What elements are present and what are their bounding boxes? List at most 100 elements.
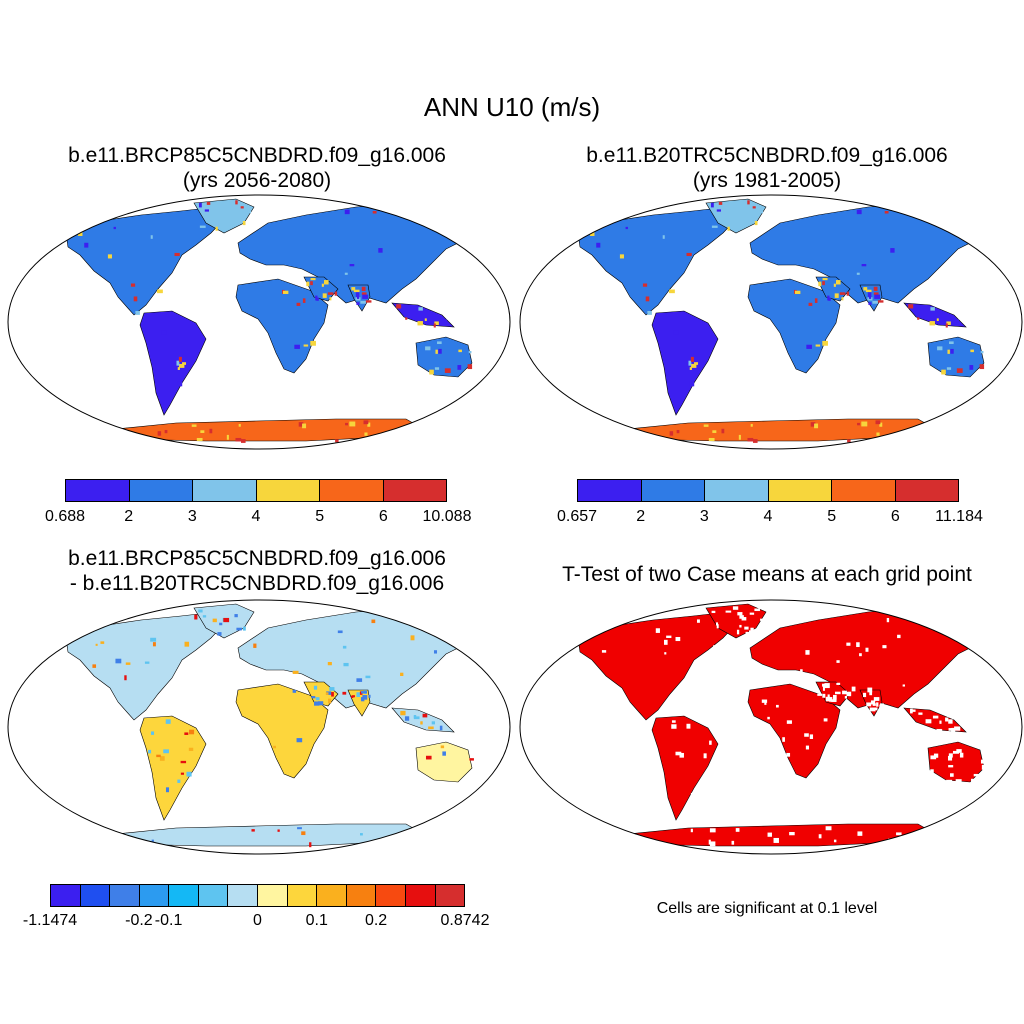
grid-cell — [866, 702, 872, 707]
grid-cell — [462, 230, 469, 235]
grid-cell — [431, 721, 435, 725]
colorbar-labels-bottom-left: -1.1474 -0.2 -0.1 0 0.1 0.2 0.8742 — [23, 912, 490, 932]
grid-cell — [345, 422, 348, 426]
grid-cell — [945, 221, 950, 226]
grid-cell — [361, 286, 366, 291]
grid-cell — [212, 618, 217, 623]
grid-cell — [442, 751, 446, 756]
grid-cell — [827, 694, 830, 698]
grid-cell — [647, 310, 652, 315]
grid-cell — [362, 695, 368, 700]
grid-cell — [844, 696, 848, 699]
grid-cell — [329, 297, 332, 301]
grid-cell — [396, 304, 402, 309]
grid-cell — [356, 678, 363, 682]
grid-cell — [847, 439, 851, 443]
grid-cell — [675, 751, 682, 756]
grid-cell — [323, 280, 329, 285]
grid-cell — [180, 760, 187, 764]
grid-cell — [150, 637, 157, 642]
grid-cell — [873, 697, 880, 701]
grid-cell — [846, 291, 850, 296]
grid-cell — [326, 691, 332, 695]
colorbar-swatch — [110, 885, 140, 906]
colorbar-swatch — [129, 480, 193, 501]
grid-cell — [251, 829, 255, 832]
grid-cell — [356, 692, 360, 698]
colorbar-tick-label: -0.1 — [154, 912, 183, 929]
colorbar-tick-label: 0.8742 — [440, 912, 490, 929]
grid-cell — [716, 209, 721, 212]
panel-title-bottom-left: b.e11.BRCP85C5CNBDRD.f09_g16.006 - b.e11… — [0, 546, 514, 596]
grid-cell — [273, 745, 277, 749]
grid-cell — [435, 349, 438, 354]
grid-cell — [329, 687, 335, 691]
grid-cell — [933, 753, 939, 758]
grid-cell — [761, 699, 768, 703]
grid-cell — [980, 351, 984, 354]
grid-cell — [925, 719, 932, 724]
colorbar-swatch — [228, 885, 259, 906]
grid-cell — [974, 230, 981, 235]
grid-cell — [952, 750, 959, 754]
colorbar-swatch — [705, 480, 769, 501]
grid-cell — [655, 628, 660, 633]
grid-cell — [161, 330, 167, 335]
grid-cell — [861, 421, 868, 427]
grid-cell — [378, 248, 383, 253]
grid-cell — [425, 755, 432, 760]
grid-cell — [956, 749, 962, 753]
grid-cell — [238, 423, 241, 427]
continent-antarctica — [627, 418, 933, 442]
grid-cell — [863, 692, 867, 698]
grid-cell — [851, 686, 856, 692]
grid-cell — [948, 719, 953, 724]
grid-cell — [150, 731, 155, 735]
grid-cell — [805, 650, 810, 655]
grid-cell — [822, 683, 827, 687]
grid-cell — [356, 296, 360, 299]
grid-cell — [716, 624, 719, 629]
grid-cell — [948, 765, 954, 768]
grid-cell — [601, 650, 607, 653]
grid-cell — [204, 209, 209, 212]
grid-cell — [718, 213, 721, 218]
grid-cell — [749, 612, 755, 615]
grid-cell — [879, 422, 883, 427]
grid-cell — [753, 439, 758, 443]
colorbar-swatch — [578, 480, 642, 501]
grid-cell — [869, 707, 876, 712]
grid-cell — [353, 289, 360, 293]
grid-cell — [242, 220, 246, 226]
grid-cell — [156, 754, 161, 758]
grid-cell — [773, 837, 779, 843]
grid-cell — [223, 617, 230, 623]
grid-cell — [949, 341, 954, 345]
grid-cell — [664, 652, 667, 655]
significance-note: Cells are significant at 0.1 level — [656, 900, 878, 917]
map-boundary — [7, 599, 511, 855]
grid-cell — [739, 615, 744, 619]
grid-cell — [856, 209, 862, 215]
grid-cell — [164, 429, 168, 434]
grid-cell — [152, 642, 156, 647]
panel-title-line2: (yrs 1981-2005) — [692, 169, 842, 192]
grid-cell — [297, 827, 302, 830]
grid-cell — [954, 726, 960, 731]
grid-cell — [410, 635, 415, 641]
grid-cell — [371, 619, 376, 624]
grid-cell — [429, 369, 434, 375]
colorbar-tick-label: 0.1 — [305, 912, 328, 929]
grid-cell — [868, 296, 872, 299]
continent-north-america — [65, 206, 229, 316]
grid-cell — [846, 691, 852, 697]
grid-cell — [980, 759, 987, 764]
grid-cell — [959, 752, 964, 758]
grid-cell — [135, 310, 140, 315]
grid-cell — [368, 694, 371, 698]
panel-title-line2: (yrs 2056-2080) — [182, 169, 332, 192]
grid-cell — [794, 290, 801, 294]
grid-cell — [344, 272, 348, 275]
grid-cell — [177, 779, 181, 783]
grid-cell — [372, 210, 377, 214]
